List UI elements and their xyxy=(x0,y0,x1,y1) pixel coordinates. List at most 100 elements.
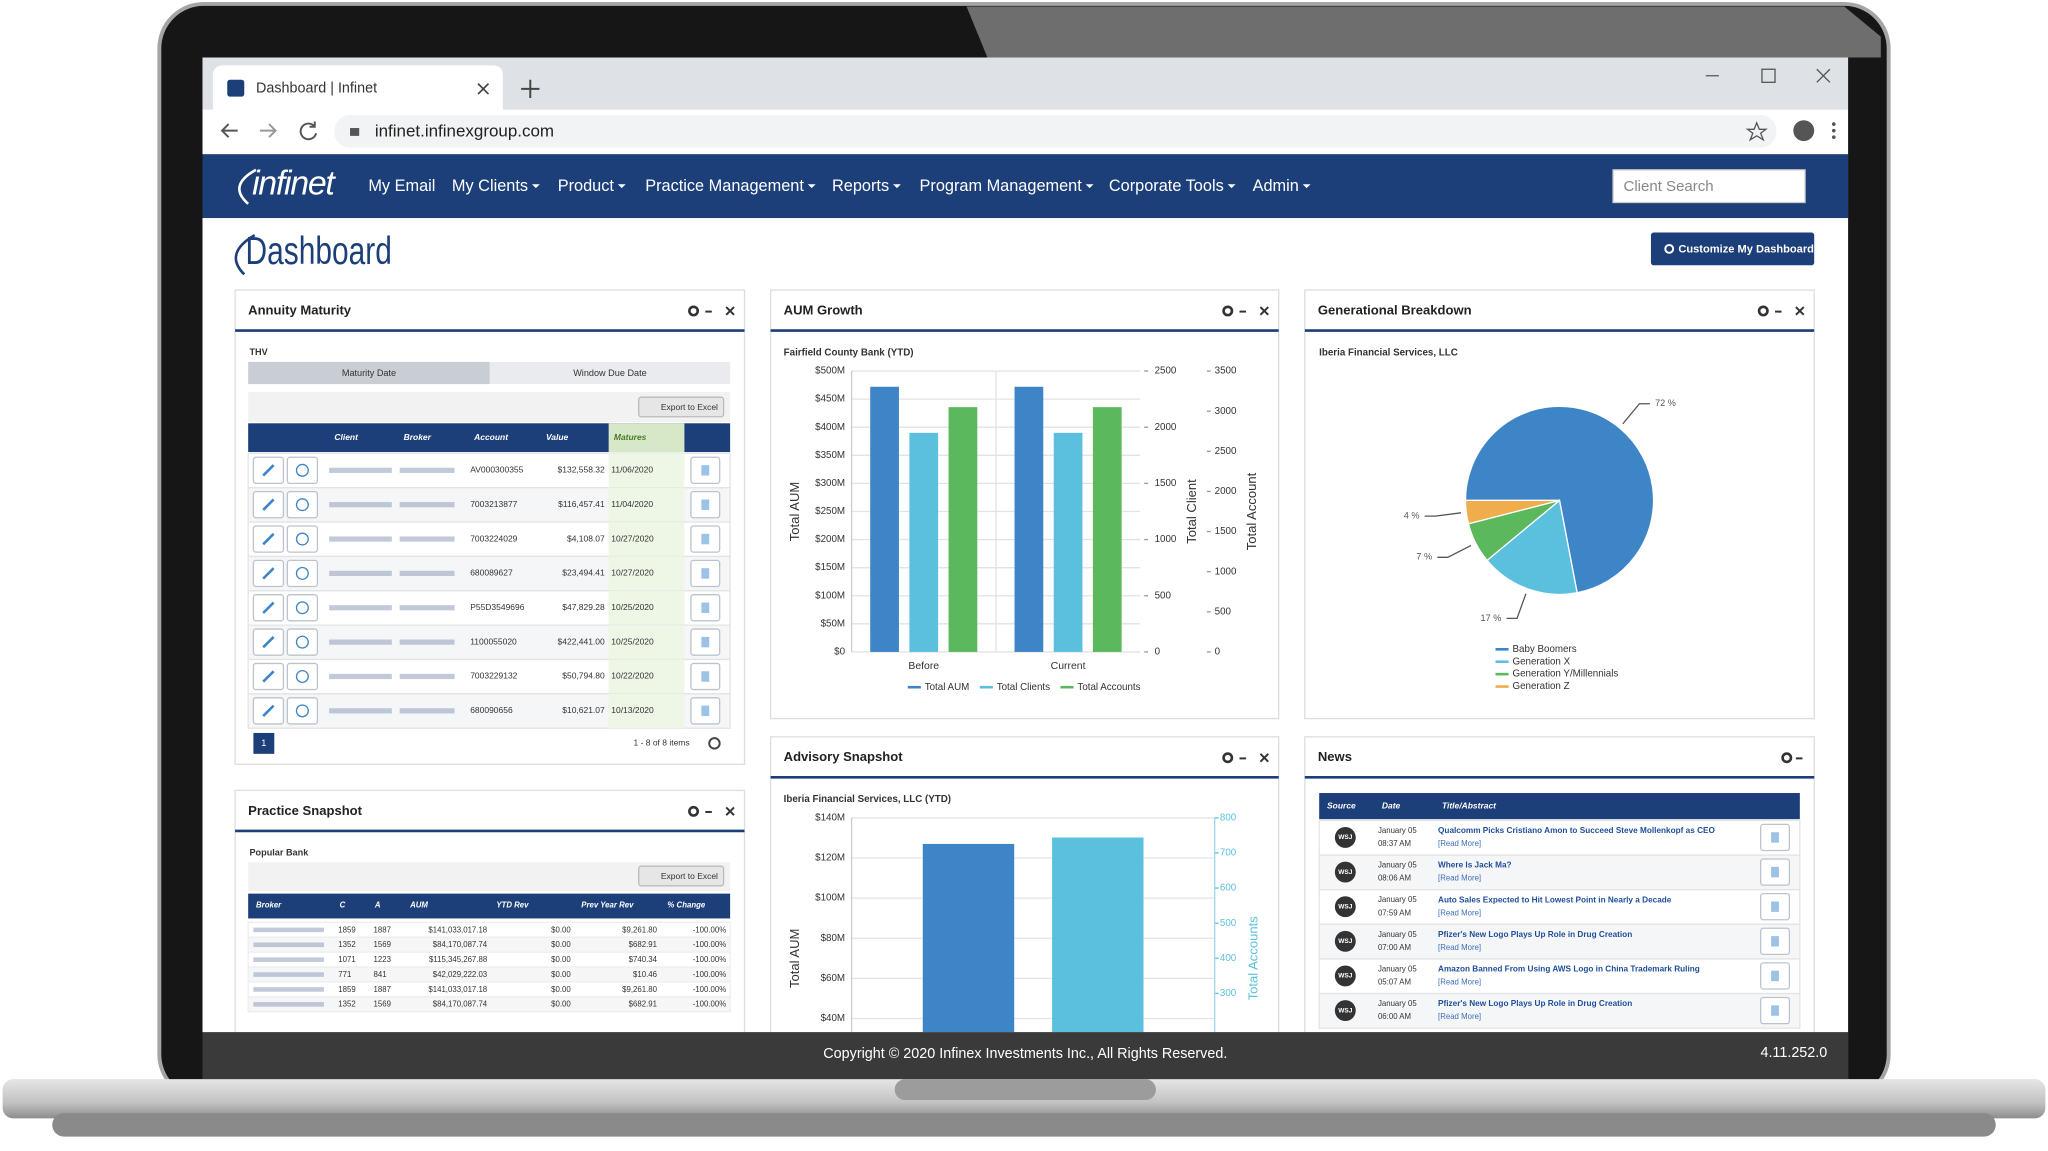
tick-label: $300M xyxy=(815,478,845,489)
read-more[interactable]: [Read More] xyxy=(1438,839,1481,848)
reload-button[interactable] xyxy=(299,121,318,141)
news-title[interactable]: Pfizer's New Logo Plays Up Role in Drug … xyxy=(1438,999,1632,1008)
nav-item[interactable]: Practice Management xyxy=(645,177,804,195)
tab-title[interactable]: Dashboard | Infinet xyxy=(256,81,377,97)
tab-close[interactable] xyxy=(477,83,490,95)
info-button[interactable] xyxy=(286,594,319,622)
footer xyxy=(202,1032,1849,1080)
column-header[interactable]: Client xyxy=(334,432,359,442)
tab-inactive[interactable] xyxy=(489,361,731,385)
column-header[interactable]: Broker xyxy=(404,432,432,442)
date-cell: 10/22/2020 xyxy=(611,671,654,681)
info-button[interactable] xyxy=(286,456,319,485)
menu-dot[interactable] xyxy=(1831,128,1836,133)
column-header: Prev Year Rev xyxy=(581,900,634,909)
column-header[interactable]: Value xyxy=(546,432,569,442)
tab-label[interactable]: Window Due Date xyxy=(573,368,647,378)
export-button[interactable] xyxy=(638,396,725,418)
menu-dot[interactable] xyxy=(1831,122,1836,126)
nav-item[interactable]: Program Management xyxy=(920,177,1083,195)
panel-title: News xyxy=(1318,749,1352,764)
export-button[interactable] xyxy=(638,865,725,887)
nav-item[interactable]: Admin xyxy=(1253,177,1299,195)
read-more[interactable]: [Read More] xyxy=(1438,978,1481,987)
close-button[interactable] xyxy=(1259,306,1269,316)
menu-dot[interactable] xyxy=(1831,135,1836,140)
window-maximize[interactable] xyxy=(1761,68,1776,83)
trash-icon xyxy=(1771,970,1779,982)
refresh-button[interactable] xyxy=(708,737,721,750)
table-cell: 1569 xyxy=(374,1000,391,1009)
blurred-broker xyxy=(253,972,324,977)
pencil-icon xyxy=(262,704,275,717)
profile-icon[interactable] xyxy=(1793,120,1815,142)
table-cell: $0.00 xyxy=(551,1000,571,1009)
dropdown-caret xyxy=(1227,184,1236,189)
close-button[interactable] xyxy=(1259,753,1269,763)
close-button[interactable] xyxy=(725,806,735,816)
window-close[interactable] xyxy=(1816,68,1831,83)
table-cell: $682.91 xyxy=(629,940,657,949)
news-row xyxy=(1318,923,1801,960)
column-header[interactable]: Account xyxy=(473,432,509,442)
news-time: 06:00 AM xyxy=(1378,1012,1411,1021)
info-button[interactable] xyxy=(286,490,319,519)
column-header[interactable]: Matures xyxy=(614,432,647,442)
pencil-icon xyxy=(262,498,275,511)
nav-item[interactable]: Product xyxy=(558,177,615,195)
logo[interactable]: infinet xyxy=(252,164,338,202)
tab[interactable] xyxy=(212,65,503,110)
close-button[interactable] xyxy=(725,306,735,316)
settings-button[interactable] xyxy=(1222,305,1234,317)
close-button[interactable] xyxy=(1795,306,1805,316)
pager-page-label[interactable]: 1 xyxy=(261,738,266,748)
page-title: Dashboard xyxy=(246,230,392,273)
export-label[interactable]: Export to Excel xyxy=(661,402,718,412)
trash-icon xyxy=(1771,936,1779,947)
info-button[interactable] xyxy=(286,525,319,553)
settings-button[interactable] xyxy=(1757,305,1769,317)
settings-button[interactable] xyxy=(1781,752,1793,764)
news-title[interactable]: Auto Sales Expected to Hit Lowest Point … xyxy=(1438,895,1672,904)
address-bar[interactable] xyxy=(334,114,1777,148)
read-more[interactable]: [Read More] xyxy=(1438,874,1481,883)
customize-label[interactable]: Customize My Dashboard xyxy=(1678,243,1814,255)
read-more[interactable]: [Read More] xyxy=(1438,1012,1481,1021)
blurred-broker xyxy=(399,467,455,473)
column-header: Title/Abstract xyxy=(1442,800,1497,810)
info-button[interactable] xyxy=(286,662,319,691)
slice-label: 17 % xyxy=(1481,613,1502,623)
nav-item[interactable]: Reports xyxy=(832,177,889,195)
settings-button[interactable] xyxy=(1222,752,1234,764)
nav-item[interactable]: My Clients xyxy=(452,177,528,195)
pager-info: 1 - 8 of 8 items xyxy=(634,738,690,748)
news-title[interactable]: Where Is Jack Ma? xyxy=(1438,861,1512,870)
news-title[interactable]: Qualcomm Picks Cristiano Amon to Succeed… xyxy=(1438,826,1715,835)
news-title[interactable]: Pfizer's New Logo Plays Up Role in Drug … xyxy=(1438,930,1632,939)
info-button[interactable] xyxy=(286,559,319,588)
tick-label: $140M xyxy=(815,812,845,823)
settings-button[interactable] xyxy=(688,305,700,317)
tab-active[interactable] xyxy=(248,361,490,385)
new-tab[interactable] xyxy=(521,79,540,98)
read-more[interactable]: [Read More] xyxy=(1438,908,1481,917)
export-label[interactable]: Export to Excel xyxy=(661,871,718,881)
pager-page[interactable] xyxy=(253,732,275,754)
back-button[interactable] xyxy=(220,123,238,138)
dropdown-caret xyxy=(531,184,540,189)
client-search[interactable] xyxy=(1612,169,1806,204)
news-title[interactable]: Amazon Banned From Using AWS Logo in Chi… xyxy=(1438,965,1700,974)
url[interactable]: infinet.infinexgroup.com xyxy=(375,121,554,140)
sorted-cell xyxy=(608,659,685,694)
nav-item[interactable]: Corporate Tools xyxy=(1109,177,1224,195)
settings-button[interactable] xyxy=(688,805,700,817)
info-button[interactable] xyxy=(286,628,319,656)
info-button[interactable] xyxy=(286,697,319,725)
forward-button[interactable] xyxy=(259,123,277,138)
blurred-client xyxy=(329,467,392,473)
customize-button[interactable] xyxy=(1650,232,1815,266)
tab-label[interactable]: Maturity Date xyxy=(342,368,396,378)
bookmark-star[interactable] xyxy=(1745,121,1768,142)
nav-item[interactable]: My Email xyxy=(368,177,435,195)
read-more[interactable]: [Read More] xyxy=(1438,943,1481,952)
